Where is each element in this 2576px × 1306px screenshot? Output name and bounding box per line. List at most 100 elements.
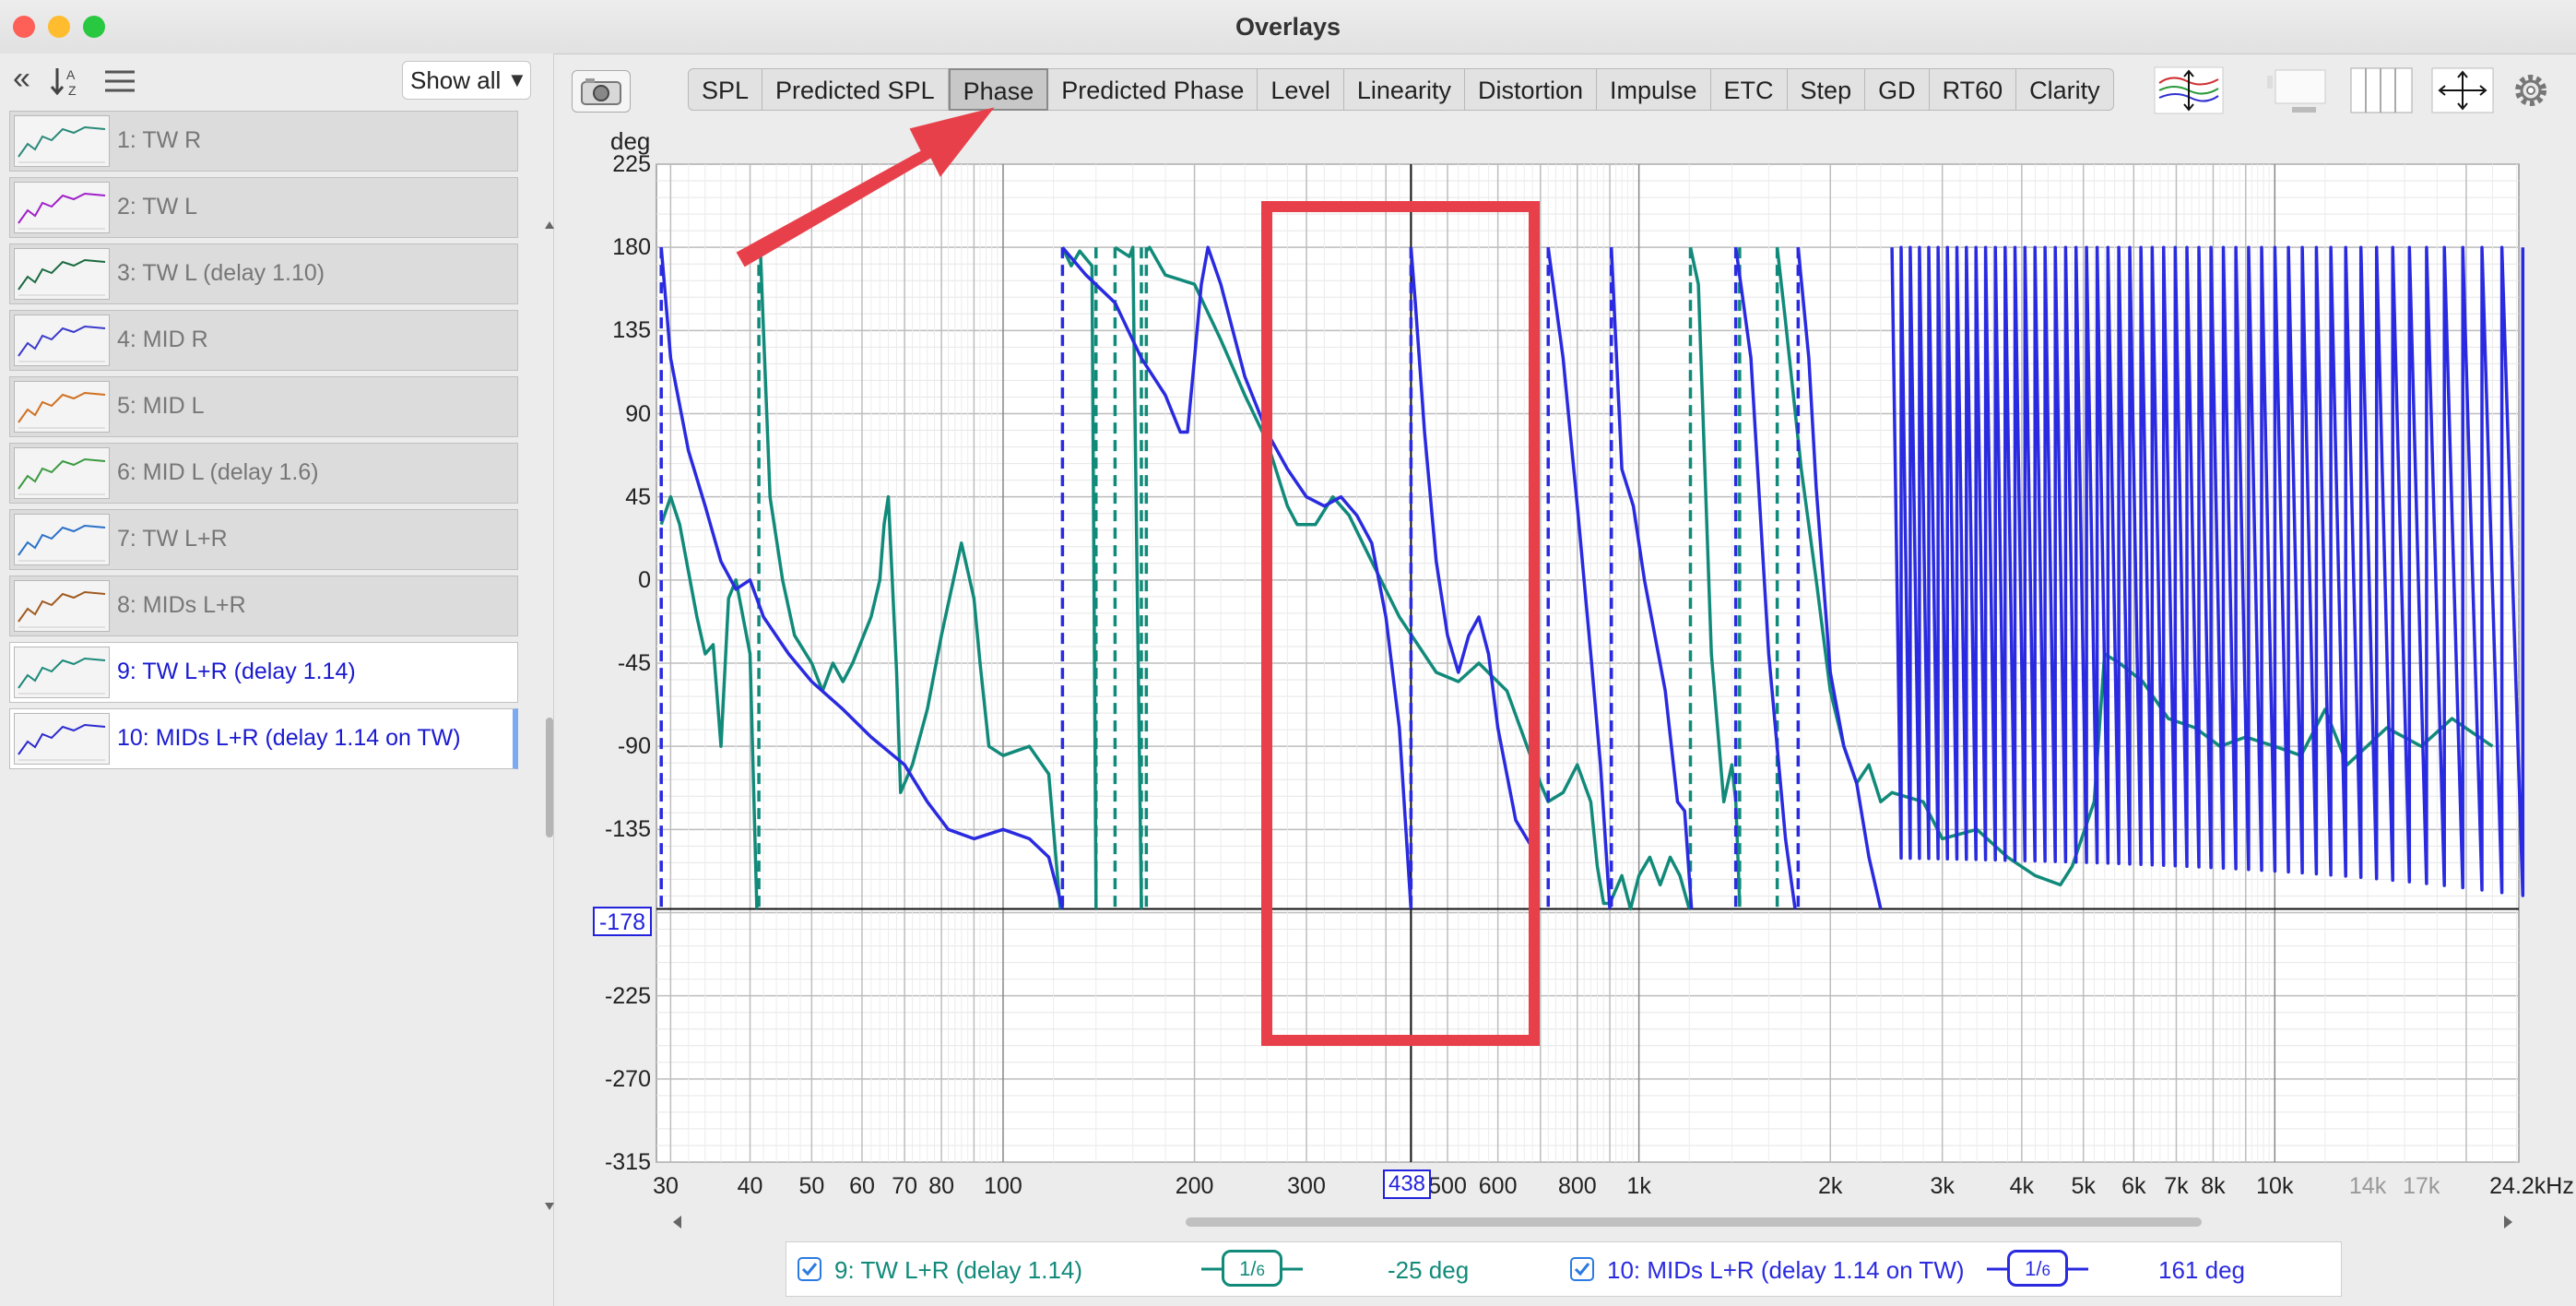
tw-lr-trace-segment	[1114, 245, 1143, 909]
window-title: Overlays	[1235, 13, 1341, 41]
tab-phase[interactable]: Phase	[948, 68, 1049, 111]
horizontal-scrollbar[interactable]	[673, 1214, 2512, 1230]
measurement-item[interactable]: 3: TW L (delay 1.10)	[9, 243, 518, 304]
measurement-item[interactable]: 7: TW L+R	[9, 509, 518, 570]
x-tick-label: 50	[798, 1173, 825, 1199]
mids-lr-trace-segment	[1733, 246, 1797, 909]
x-tick-label: 800	[1557, 1173, 1597, 1199]
x-tick-label: 4k	[2009, 1173, 2035, 1199]
x-tick-label: 14k	[2348, 1173, 2387, 1199]
annotation-arrow	[736, 107, 995, 267]
measurement-label: 1: TW R	[117, 127, 202, 153]
columns-view-icon[interactable]	[2349, 66, 2414, 114]
tab-level[interactable]: Level	[1258, 68, 1344, 111]
measurement-thumbnail	[14, 248, 110, 300]
measurement-label: 9: TW L+R (delay 1.14)	[117, 659, 356, 684]
cursor-y-readout: -178	[593, 907, 652, 936]
tab-impulse[interactable]: Impulse	[1597, 68, 1711, 111]
x-tick-label: 300	[1287, 1173, 1326, 1199]
measurement-thumbnail	[14, 514, 110, 565]
measurement-thumbnail	[14, 182, 110, 233]
y-tick-label: -225	[604, 982, 651, 1009]
measurement-label: 6: MID L (delay 1.6)	[117, 459, 319, 485]
trace-9-checkbox[interactable]	[798, 1257, 821, 1281]
trace-10-smoothing-numerator: 1	[2025, 1257, 2037, 1280]
y-tick-label: 0	[638, 566, 651, 593]
tab-predicted-phase[interactable]: Predicted Phase	[1048, 68, 1258, 111]
measurement-thumbnail	[14, 580, 110, 632]
measurement-item[interactable]: 4: MID R	[9, 310, 518, 371]
annotation-layer	[736, 107, 1540, 1046]
measurement-item[interactable]: 6: MID L (delay 1.6)	[9, 443, 518, 504]
x-tick-label: 70	[892, 1173, 918, 1199]
measurement-item[interactable]: 10: MIDs L+R (delay 1.14 on TW)	[9, 708, 518, 769]
x-tick-label: 10k	[2256, 1173, 2294, 1199]
trace-10-label: 10: MIDs L+R (delay 1.14 on TW)	[1607, 1256, 1965, 1284]
x-tick-label: 3k	[1930, 1173, 1955, 1199]
x-tick-label: 17k	[2403, 1173, 2440, 1199]
tab-clarity[interactable]: Clarity	[2016, 68, 2114, 111]
camera-icon[interactable]	[572, 70, 631, 113]
tab-spl[interactable]: SPL	[688, 68, 763, 111]
chevron-down-icon[interactable]: ▼	[507, 68, 527, 91]
x-tick-label: 1k	[1626, 1173, 1651, 1199]
x-tick-label: 30	[653, 1173, 679, 1199]
minimize-window-button[interactable]	[48, 16, 70, 38]
x-tick-label: 80	[928, 1173, 955, 1199]
y-tick-label: 45	[625, 483, 651, 510]
measurement-item[interactable]: 9: TW L+R (delay 1.14)	[9, 642, 518, 703]
measurement-label: 8: MIDs L+R	[117, 592, 246, 618]
trace-9-smoothing-button[interactable]: 1/6	[1222, 1250, 1282, 1287]
x-tick-label: 100	[984, 1173, 1022, 1199]
tab-rt60[interactable]: RT60	[1929, 68, 2017, 111]
measurement-item[interactable]: 5: MID L	[9, 376, 518, 437]
measurement-item[interactable]: 8: MIDs L+R	[9, 576, 518, 636]
tab-step[interactable]: Step	[1787, 68, 1866, 111]
x-tick-label: 24.2kHz	[2489, 1173, 2574, 1199]
measurement-item[interactable]: 1: TW R	[9, 111, 518, 172]
trace-legend: 9: TW L+R (delay 1.14) 1/6 -25 deg 10: M…	[786, 1241, 2342, 1297]
y-tick-label: 135	[612, 317, 651, 344]
tab-distortion[interactable]: Distortion	[1464, 68, 1597, 111]
mids-lr-trace-segment	[1061, 245, 1413, 909]
show-all-select[interactable]: Show all	[402, 61, 531, 100]
measurement-item[interactable]: 2: TW L	[9, 177, 518, 238]
mids-lr-trace-segment	[659, 247, 1065, 909]
close-window-button[interactable]	[13, 16, 35, 38]
menu-list-icon[interactable]	[103, 68, 136, 96]
title-bar: Overlays	[0, 0, 2576, 54]
x-tick-label: 600	[1478, 1173, 1518, 1199]
tab-etc[interactable]: ETC	[1710, 68, 1788, 111]
y-tick-label: -90	[617, 733, 651, 760]
x-tick-label: 200	[1175, 1173, 1214, 1199]
zoom-window-button[interactable]	[83, 16, 105, 38]
fit-axes-icon[interactable]	[2430, 66, 2495, 114]
tab-gd[interactable]: GD	[1865, 68, 1930, 111]
mids-lr-trace-segment	[1796, 247, 1883, 909]
measurement-thumbnail	[14, 115, 110, 167]
sidebar-scrollbar[interactable]	[544, 164, 555, 1216]
mids-lr-hf-wraps	[1890, 245, 2525, 897]
y-tick-label: -270	[604, 1065, 651, 1092]
tab-predicted-spl[interactable]: Predicted SPL	[762, 68, 949, 111]
x-tick-label: 500	[1428, 1173, 1467, 1199]
trace-9-cursor-value: -25 deg	[1388, 1256, 1470, 1284]
phase-traces	[659, 245, 2525, 911]
tab-linearity[interactable]: Linearity	[1343, 68, 1465, 111]
x-tick-label: 6k	[2121, 1173, 2146, 1199]
mids-lr-trace-segment	[1409, 247, 1534, 849]
measurement-thumbnail	[14, 713, 110, 765]
collapse-sidebar-icon[interactable]: «	[13, 61, 30, 96]
y-tick-label: 90	[625, 400, 651, 427]
trace-9-label: 9: TW L+R (delay 1.14)	[834, 1256, 1083, 1284]
trace-10-checkbox[interactable]	[1570, 1257, 1594, 1281]
cursor-x-readout: 438	[1383, 1169, 1431, 1199]
measurement-thumbnail	[14, 647, 110, 698]
trace-arrangement-icon[interactable]	[2154, 66, 2224, 114]
trace-10-smoothing-button[interactable]: 1/6	[2007, 1250, 2068, 1287]
y-axis-unit: deg	[610, 127, 651, 155]
gear-icon[interactable]	[2508, 66, 2554, 114]
graph-panel-icon[interactable]	[2264, 66, 2329, 114]
